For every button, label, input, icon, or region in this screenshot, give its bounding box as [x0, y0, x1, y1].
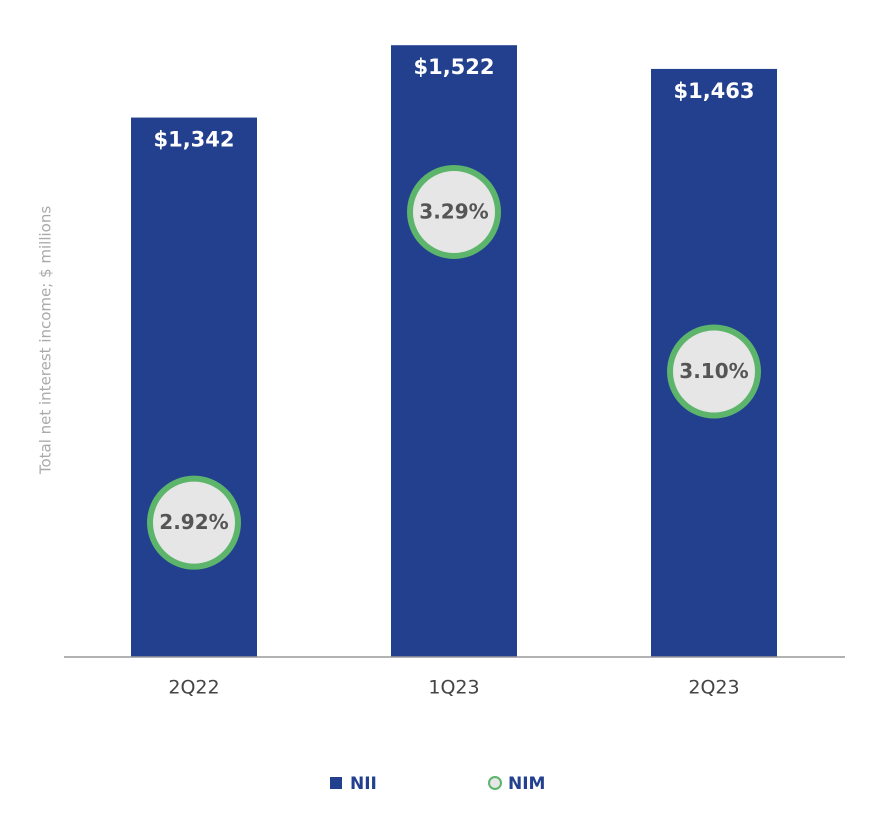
- y-axis-label: Total net interest income; $ millions: [37, 206, 55, 476]
- nim-marker: [667, 324, 761, 419]
- nim-value-label: 3.29%: [419, 199, 488, 223]
- nim-marker: [407, 164, 501, 259]
- bar-value-label: $1,463: [673, 79, 754, 103]
- nim-marker: [147, 475, 241, 570]
- x-tick-label: 2Q22: [168, 677, 219, 699]
- x-tick-label: 2Q23: [688, 677, 739, 699]
- legend-swatch: [488, 776, 502, 790]
- nim-value-label: 2.92%: [159, 510, 228, 534]
- bar: [131, 117, 257, 657]
- legend-label: NIM: [508, 774, 545, 794]
- nim-value-label: 3.10%: [679, 359, 748, 383]
- legend-swatch: [330, 777, 342, 789]
- bar-value-label: $1,522: [413, 55, 494, 79]
- bar: [391, 45, 517, 657]
- x-tick-label: 1Q23: [428, 677, 479, 699]
- legend-label: NII: [350, 774, 377, 794]
- bar-value-label: $1,342: [153, 128, 234, 152]
